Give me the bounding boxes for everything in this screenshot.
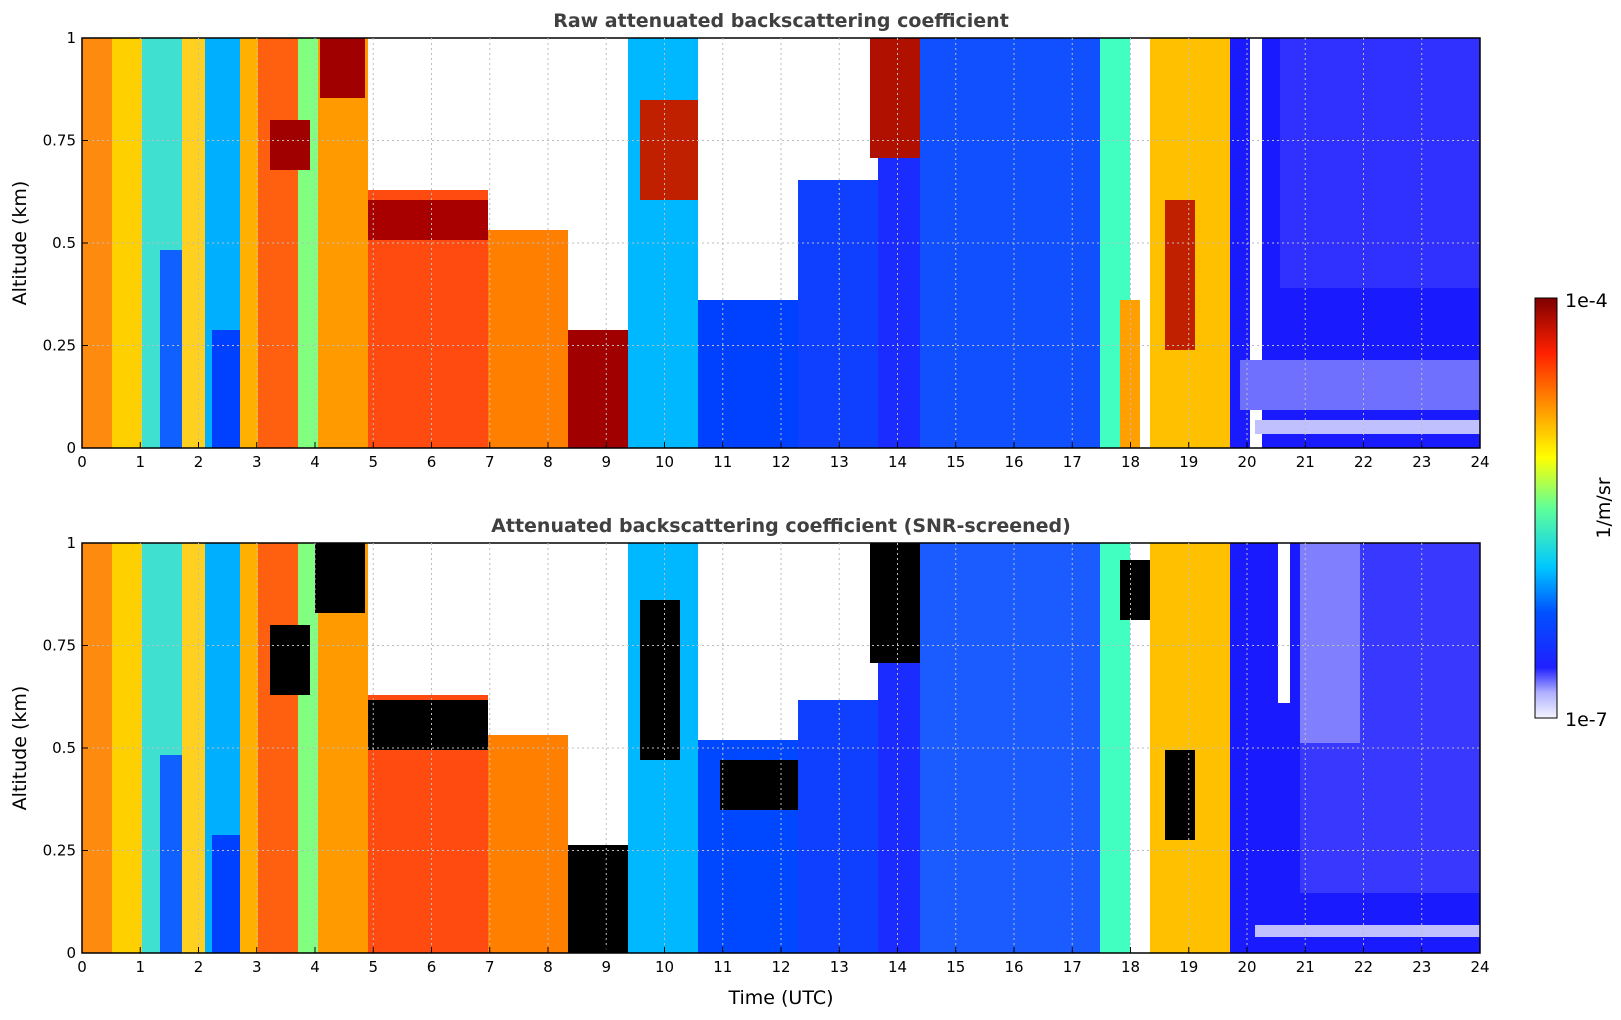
x-tick-label: 1 [135,958,145,976]
panel-screened: Attenuated backscattering coefficient (S… [9,515,1490,1009]
x-tick-label: 16 [1004,958,1023,976]
x-tick-label: 20 [1237,453,1256,471]
x-axis-label: Time (UTC) [727,987,833,1009]
x-tick-label: 11 [713,958,732,976]
x-tick-label: 4 [310,958,320,976]
y-axis-label-2: Altitude (km) [9,686,31,811]
colorbar-max-label: 1e-4 [1565,290,1608,312]
y-tick-label: 0.25 [43,842,76,860]
x-tick-label: 17 [1063,958,1082,976]
x-tick-label: 14 [888,958,907,976]
x-tick-label: 8 [543,453,553,471]
panel-2-title: Attenuated backscattering coefficient (S… [491,515,1071,537]
x-tick-label: 13 [830,958,849,976]
x-tick-label: 9 [601,958,611,976]
x-tick-label: 15 [946,453,965,471]
x-tick-label: 2 [194,453,204,471]
x-tick-label: 22 [1354,958,1373,976]
x-tick-label: 15 [946,958,965,976]
colorbar: 1e-4 1e-7 1/m/sr [1534,290,1615,731]
x-tick-label: 22 [1354,453,1373,471]
x-tick-label: 19 [1179,453,1198,471]
colorbar-min-label: 1e-7 [1565,709,1608,731]
x-tick-label: 7 [485,958,495,976]
x-tick-label: 10 [655,453,674,471]
x-tick-label: 1 [135,453,145,471]
x-tick-label: 21 [1296,958,1315,976]
colorbar-unit-label: 1/m/sr [1593,477,1615,538]
x-tick-label: 11 [713,453,732,471]
x-axis-1: 0 1 2 3 4 5 6 7 8 9 10 11 12 13 14 15 16 17 18 19 20 21 22 23 24 [77,442,1490,471]
y-tick-label: 1 [66,534,76,552]
x-tick-label: 13 [830,453,849,471]
x-tick-label: 14 [888,453,907,471]
panel-raw: Raw attenuated backscattering coefficien… [9,10,1490,471]
gridlines-2 [82,543,1480,953]
x-tick-label: 19 [1179,958,1198,976]
y-axis-label-1: Altitude (km) [9,181,31,306]
x-tick-label: 3 [252,958,262,976]
x-tick-label: 0 [77,958,87,976]
x-tick-label: 24 [1470,958,1489,976]
colorbar-gradient [1534,297,1558,719]
panel-1-title: Raw attenuated backscattering coefficien… [553,10,1009,32]
y-tick-label: 0.25 [43,337,76,355]
x-tick-label: 18 [1121,453,1140,471]
y-axis-2: 0 0.25 0.5 0.75 1 [43,534,88,962]
x-tick-label: 10 [655,958,674,976]
x-tick-label: 3 [252,453,262,471]
y-tick-label: 0.75 [43,132,76,150]
y-tick-label: 0.75 [43,637,76,655]
y-tick-label: 0.5 [52,739,76,757]
x-axis-2: 0 1 2 3 4 5 6 7 8 9 10 11 12 13 14 15 16 17 18 19 20 21 22 23 24 [77,947,1490,976]
x-tick-label: 6 [427,453,437,471]
x-tick-label: 6 [427,958,437,976]
x-tick-label: 21 [1296,453,1315,471]
gridlines-1 [82,38,1480,448]
x-tick-label: 9 [601,453,611,471]
x-tick-label: 12 [771,958,790,976]
y-tick-label: 0 [66,439,76,457]
y-axis-1: 0 0.25 0.5 0.75 1 [43,29,88,457]
x-tick-label: 20 [1237,958,1256,976]
x-tick-label: 23 [1412,958,1431,976]
x-tick-label: 8 [543,958,553,976]
x-tick-label: 16 [1004,453,1023,471]
x-tick-label: 17 [1063,453,1082,471]
y-tick-label: 1 [66,29,76,47]
x-tick-label: 2 [194,958,204,976]
x-tick-label: 12 [771,453,790,471]
x-tick-label: 5 [368,453,378,471]
y-tick-label: 0 [66,944,76,962]
x-tick-label: 0 [77,453,87,471]
x-tick-label: 5 [368,958,378,976]
x-tick-label: 4 [310,453,320,471]
x-tick-label: 24 [1470,453,1489,471]
x-tick-label: 23 [1412,453,1431,471]
x-tick-label: 7 [485,453,495,471]
y-tick-label: 0.5 [52,234,76,252]
x-tick-label: 18 [1121,958,1140,976]
